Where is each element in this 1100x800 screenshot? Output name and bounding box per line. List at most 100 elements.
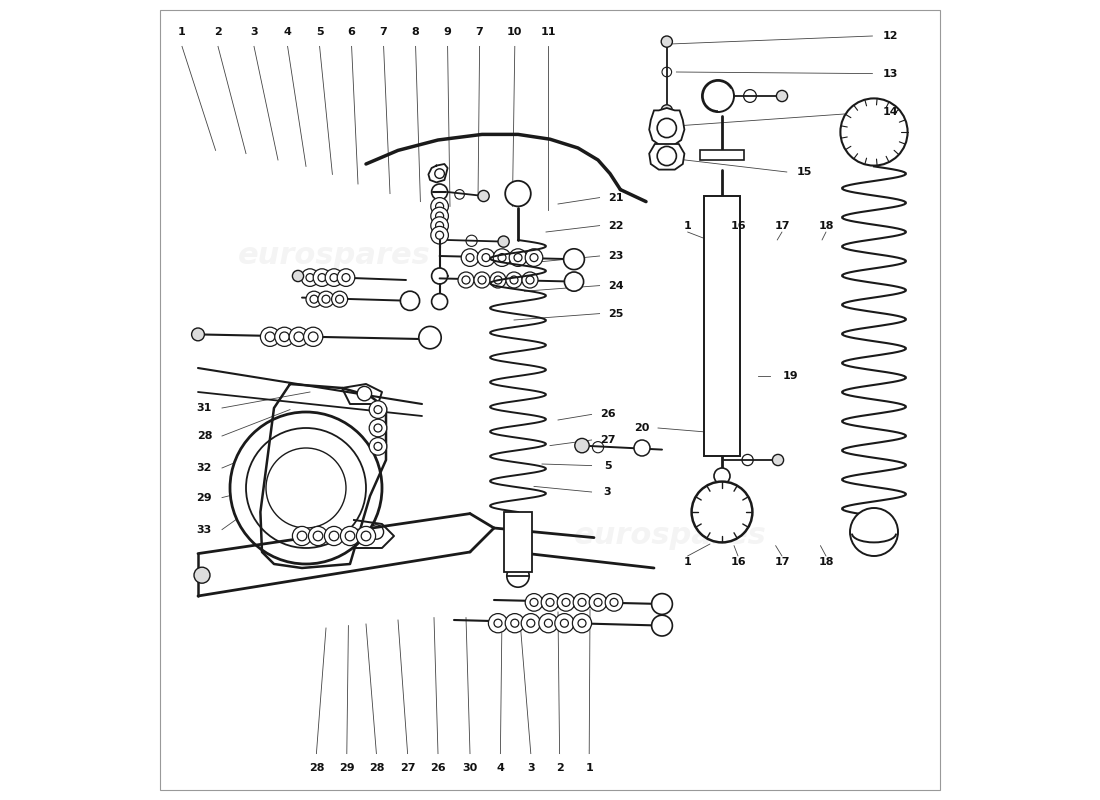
Text: 2: 2 [556, 763, 563, 773]
Circle shape [539, 614, 558, 633]
Circle shape [326, 269, 343, 286]
Text: 8: 8 [411, 27, 419, 37]
Circle shape [461, 249, 478, 266]
Text: 7: 7 [475, 27, 484, 37]
Circle shape [850, 508, 898, 556]
Circle shape [293, 526, 311, 546]
Text: 16: 16 [730, 221, 746, 230]
Text: 17: 17 [774, 557, 790, 566]
Text: 32: 32 [197, 463, 212, 473]
Circle shape [194, 567, 210, 583]
Circle shape [370, 438, 387, 455]
Bar [504, 512, 532, 572]
Text: 26: 26 [600, 410, 615, 419]
Circle shape [509, 249, 527, 266]
Circle shape [431, 294, 448, 310]
Text: 23: 23 [608, 251, 624, 261]
Circle shape [458, 272, 474, 288]
Circle shape [293, 270, 304, 282]
Circle shape [230, 412, 382, 564]
Text: 29: 29 [197, 493, 212, 502]
Circle shape [314, 269, 331, 286]
Text: 12: 12 [882, 31, 898, 41]
Circle shape [505, 614, 525, 633]
Circle shape [477, 249, 495, 266]
Circle shape [356, 526, 375, 546]
Polygon shape [649, 144, 684, 170]
Circle shape [431, 217, 449, 234]
Circle shape [507, 565, 529, 587]
Text: 22: 22 [608, 221, 624, 230]
Text: 24: 24 [608, 281, 624, 290]
Circle shape [493, 249, 510, 266]
Text: 28: 28 [197, 431, 212, 441]
Text: 1: 1 [178, 27, 186, 37]
Circle shape [522, 272, 538, 288]
Circle shape [840, 98, 907, 166]
Circle shape [400, 291, 419, 310]
Circle shape [525, 249, 542, 266]
Text: 27: 27 [400, 763, 416, 773]
Text: 1: 1 [684, 221, 692, 230]
Circle shape [634, 440, 650, 456]
Text: 31: 31 [197, 403, 212, 413]
Circle shape [564, 272, 584, 291]
Circle shape [525, 594, 542, 611]
Circle shape [490, 272, 506, 288]
Text: 3: 3 [527, 763, 535, 773]
Circle shape [275, 327, 294, 346]
Text: 25: 25 [608, 309, 624, 318]
Circle shape [498, 236, 509, 247]
Circle shape [338, 269, 355, 286]
Circle shape [575, 438, 590, 453]
Circle shape [434, 169, 444, 178]
Text: 4: 4 [496, 763, 504, 773]
Text: 6: 6 [348, 27, 355, 37]
Circle shape [370, 419, 387, 437]
Text: 3: 3 [250, 27, 257, 37]
Circle shape [306, 291, 322, 307]
Circle shape [661, 105, 672, 116]
Text: 5: 5 [604, 461, 612, 470]
Polygon shape [649, 108, 684, 146]
Circle shape [651, 615, 672, 636]
Text: 14: 14 [882, 107, 898, 117]
Text: 18: 18 [818, 557, 834, 566]
Text: 17: 17 [774, 221, 790, 230]
Circle shape [573, 594, 591, 611]
Text: 7: 7 [379, 27, 387, 37]
Circle shape [324, 526, 343, 546]
Circle shape [431, 268, 448, 284]
Text: 9: 9 [443, 27, 451, 37]
Circle shape [558, 594, 575, 611]
Text: 16: 16 [730, 557, 746, 566]
Circle shape [572, 614, 592, 633]
Text: 26: 26 [430, 763, 446, 773]
Text: 1: 1 [684, 557, 692, 566]
Text: 13: 13 [882, 69, 898, 78]
Circle shape [702, 80, 734, 112]
Circle shape [692, 482, 752, 542]
Circle shape [318, 291, 334, 307]
Circle shape [505, 181, 531, 206]
Text: 33: 33 [197, 525, 212, 534]
Circle shape [431, 207, 449, 225]
Text: 29: 29 [339, 763, 354, 773]
Text: 2: 2 [214, 27, 222, 37]
Circle shape [431, 226, 449, 244]
Text: 1: 1 [585, 763, 593, 773]
Text: 3: 3 [604, 487, 612, 497]
Circle shape [431, 198, 449, 215]
Circle shape [714, 468, 730, 484]
Text: eurospares: eurospares [573, 522, 767, 550]
Circle shape [289, 327, 308, 346]
Circle shape [651, 594, 672, 614]
Text: 5: 5 [316, 27, 323, 37]
Circle shape [301, 269, 319, 286]
Circle shape [340, 526, 360, 546]
Circle shape [657, 146, 676, 166]
Circle shape [661, 36, 672, 47]
Circle shape [506, 272, 522, 288]
Text: 21: 21 [608, 193, 624, 202]
Circle shape [419, 326, 441, 349]
